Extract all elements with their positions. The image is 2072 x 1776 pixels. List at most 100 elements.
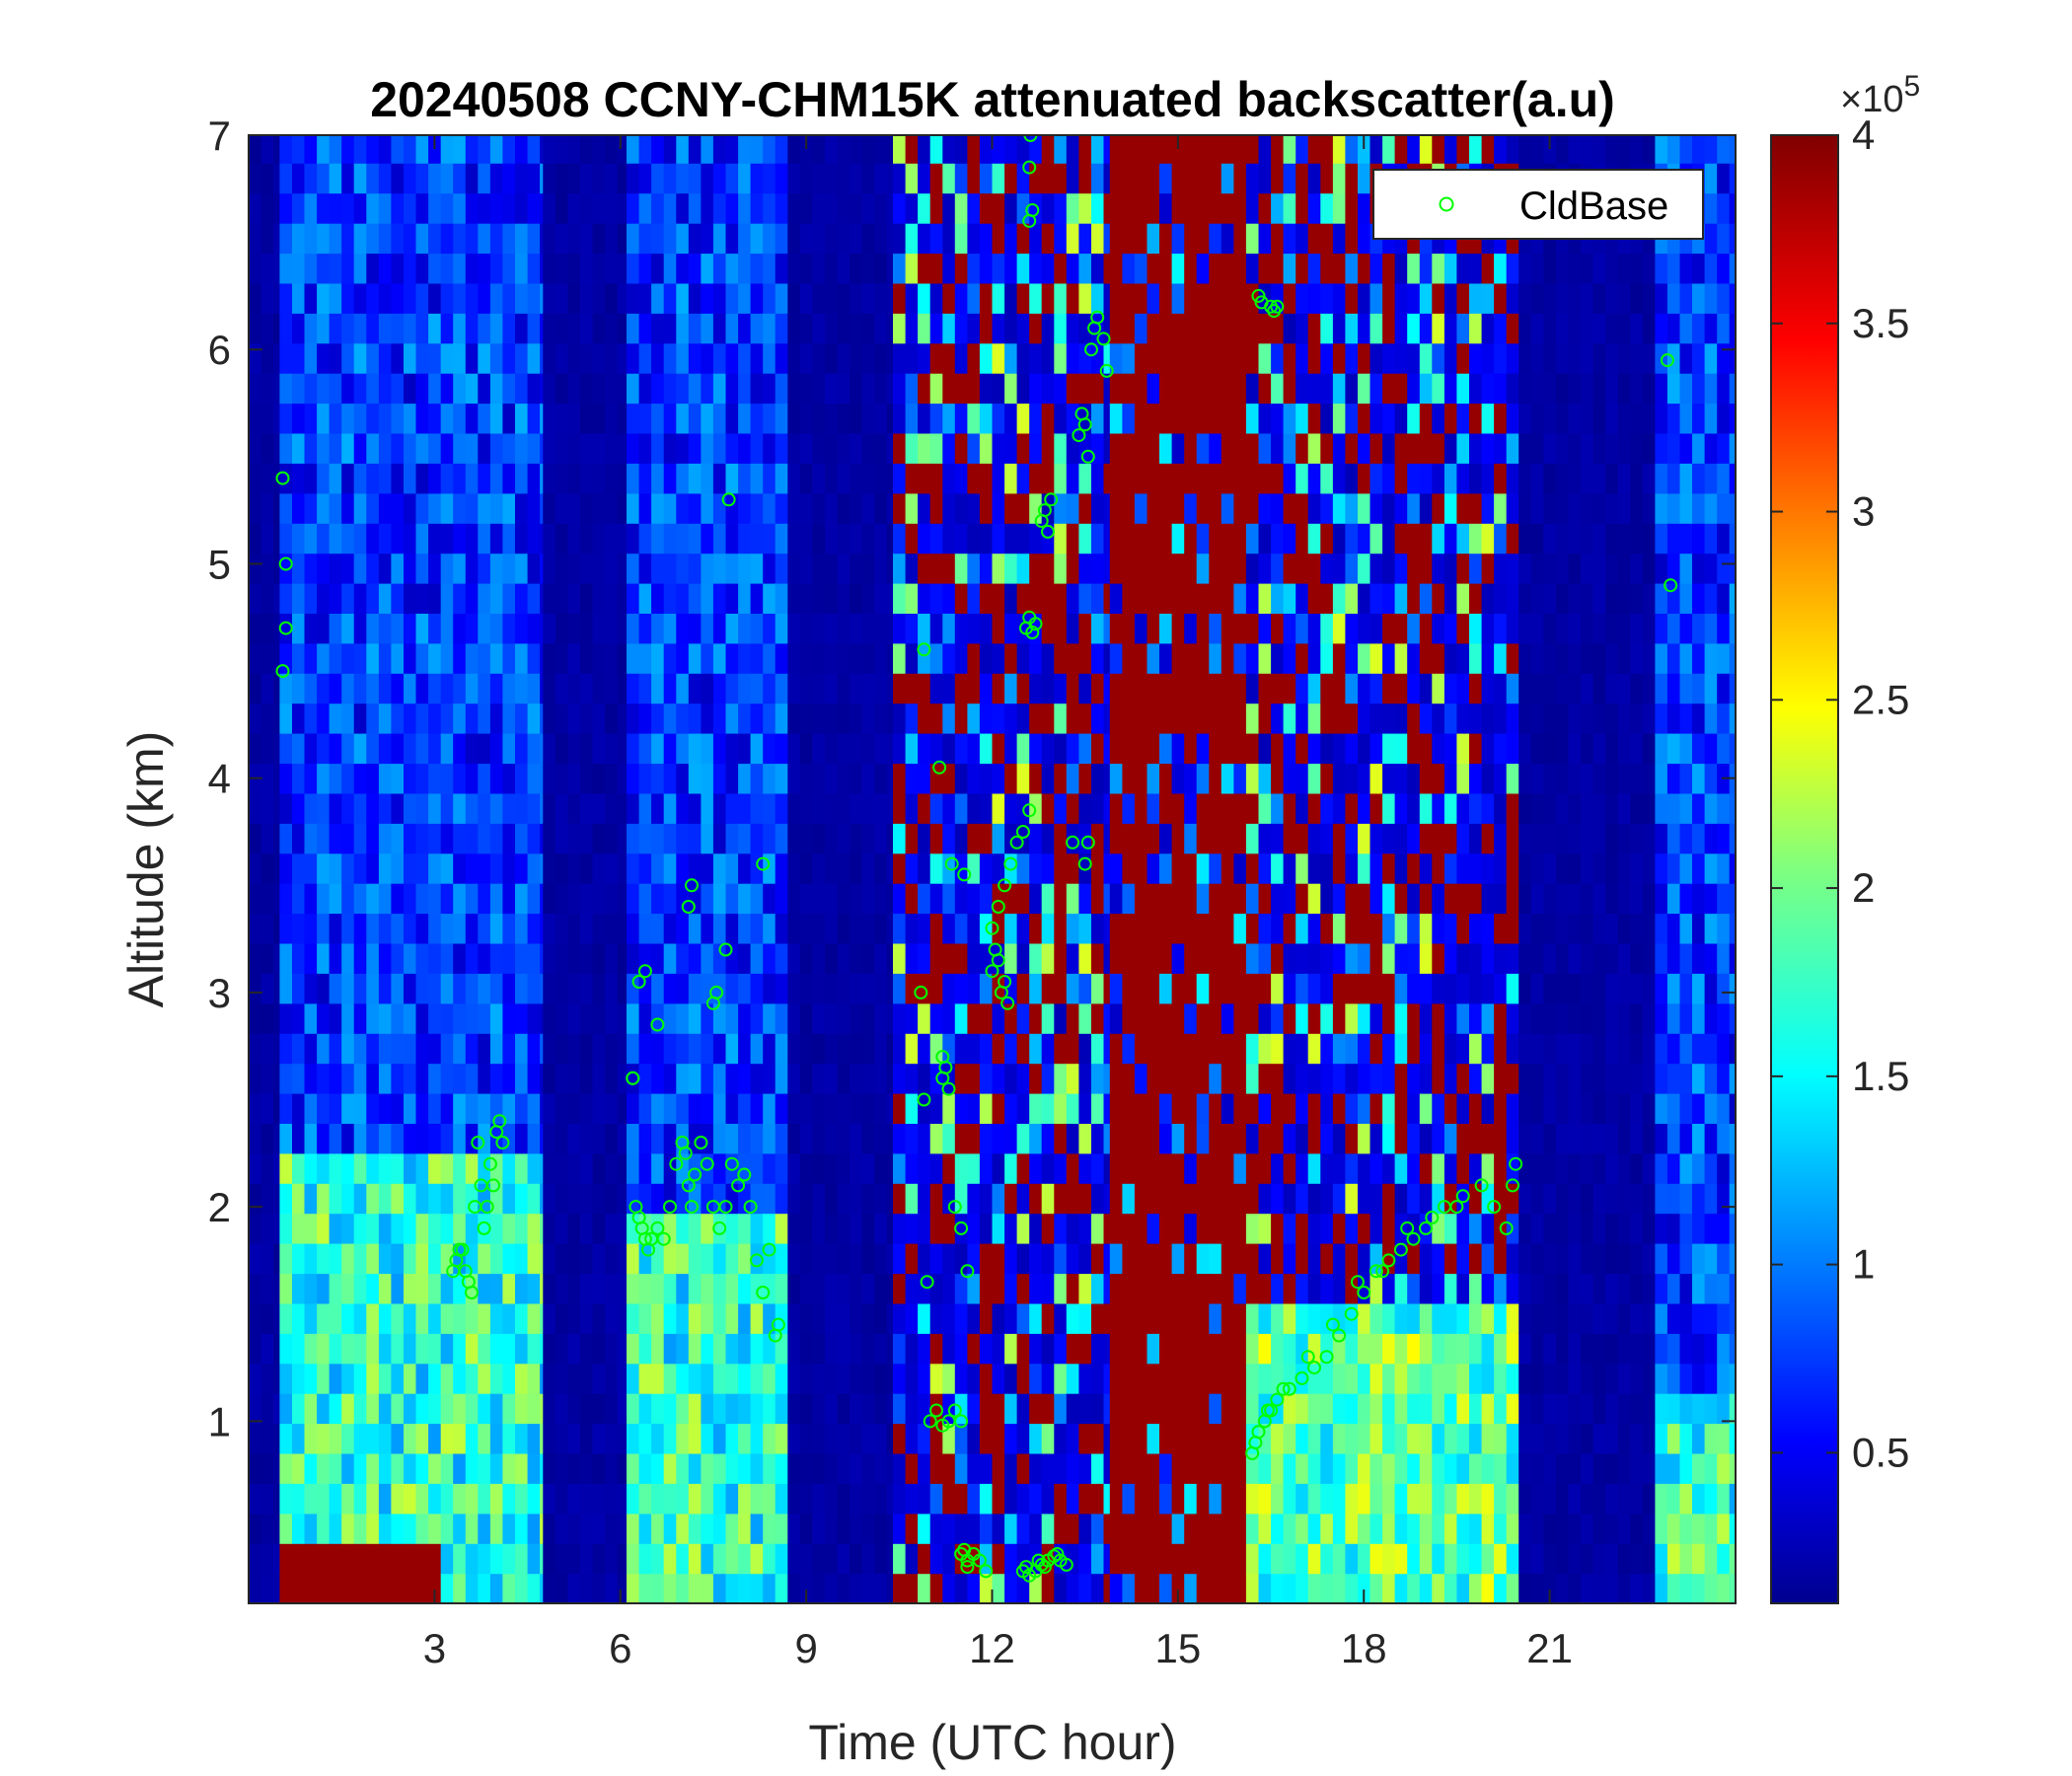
heatmap-cell: [1184, 1093, 1198, 1124]
heatmap-cell: [579, 673, 594, 704]
heatmap-cell: [874, 553, 888, 584]
heatmap-cell: [1419, 1063, 1433, 1094]
heatmap-cell: [874, 1543, 888, 1575]
heatmap-cell: [663, 253, 677, 284]
heatmap-cell: [366, 1002, 380, 1034]
heatmap-cell: [1221, 642, 1234, 674]
heatmap-cell: [676, 613, 690, 644]
heatmap-cell: [1394, 313, 1408, 344]
heatmap-cell: [605, 673, 619, 704]
heatmap-cell: [1016, 942, 1030, 974]
heatmap-cell: [787, 1302, 801, 1334]
heatmap-cell: [1196, 1033, 1210, 1065]
heatmap-cell: [428, 403, 442, 434]
heatmap-cell: [787, 1573, 801, 1603]
heatmap-cell: [1456, 373, 1470, 405]
heatmap-cell: [893, 223, 907, 255]
heatmap-cell: [1382, 583, 1396, 614]
heatmap-cell: [787, 1183, 801, 1215]
heatmap-cell: [1307, 1423, 1321, 1454]
heatmap-cell: [540, 823, 544, 854]
heatmap-cell: [1103, 1423, 1111, 1454]
heatmap-cell: [861, 492, 875, 524]
heatmap-cell: [341, 1033, 355, 1065]
heatmap-cell: [1147, 883, 1160, 915]
heatmap-cell: [676, 1513, 690, 1544]
heatmap-cell: [1233, 253, 1247, 284]
heatmap-cell: [825, 673, 839, 704]
heatmap-cell: [478, 253, 491, 284]
heatmap-cell: [874, 1033, 888, 1065]
heatmap-cell: [1196, 1002, 1210, 1034]
heatmap-cell: [1432, 1273, 1445, 1304]
heatmap-cell: [893, 1002, 907, 1034]
heatmap-cell: [478, 1152, 491, 1184]
heatmap-cell: [861, 1452, 875, 1484]
heatmap-cell: [478, 1513, 491, 1544]
heatmap-cell: [992, 1273, 1005, 1304]
heatmap-cell: [1004, 1452, 1018, 1484]
heatmap-cell: [515, 1183, 529, 1215]
heatmap-cell: [1407, 1093, 1421, 1124]
heatmap-cell: [1078, 1002, 1092, 1034]
heatmap-cell: [1320, 1573, 1334, 1603]
heatmap-cell: [592, 913, 606, 944]
heatmap-cell: [1407, 1123, 1421, 1154]
heatmap-cell: [260, 1452, 274, 1484]
heatmap-cell: [1233, 1483, 1247, 1515]
heatmap-cell: [453, 1483, 467, 1515]
heatmap-cell: [967, 1033, 981, 1065]
heatmap-cell: [992, 492, 1005, 524]
heatmap-cell: [1271, 282, 1285, 314]
heatmap-cell: [1209, 523, 1222, 555]
heatmap-cell: [701, 883, 714, 915]
heatmap-cell: [701, 1483, 714, 1515]
heatmap-cell: [874, 1183, 888, 1215]
heatmap-cell: [1029, 432, 1043, 464]
heatmap-cell: [688, 913, 702, 944]
heatmap-cell: [567, 973, 581, 1004]
heatmap-cell: [979, 1273, 994, 1304]
heatmap-cell: [378, 1033, 393, 1065]
heatmap-cell: [763, 973, 777, 1004]
heatmap-cell: [787, 1423, 801, 1454]
heatmap-cell: [1283, 1363, 1296, 1394]
heatmap-cell: [1295, 1483, 1309, 1515]
heatmap-cell: [304, 823, 318, 854]
heatmap-cell: [1320, 373, 1334, 405]
heatmap-cell: [967, 1363, 981, 1394]
heatmap-cell: [453, 763, 467, 794]
heatmap-cell: [617, 792, 628, 824]
heatmap-cell: [1196, 1183, 1210, 1215]
heatmap-cell: [787, 1333, 801, 1365]
heatmap-cell: [1233, 1543, 1247, 1575]
heatmap-cell: [1283, 1093, 1296, 1124]
heatmap-cell: [515, 373, 529, 405]
heatmap-cell: [273, 342, 280, 374]
heatmap-cell: [627, 613, 640, 644]
heatmap-cell: [1122, 763, 1136, 794]
heatmap-cell: [543, 1513, 556, 1544]
heatmap-cell: [918, 1452, 931, 1484]
heatmap-cell: [378, 403, 393, 434]
heatmap-cell: [837, 553, 851, 584]
heatmap-cell: [850, 313, 863, 344]
heatmap-cell: [540, 1423, 544, 1454]
heatmap-cell: [1456, 1423, 1470, 1454]
heatmap-cell: [1432, 1033, 1445, 1065]
heatmap-cell: [712, 492, 727, 524]
heatmap-cell: [1271, 913, 1285, 944]
heatmap-cell: [1382, 463, 1396, 494]
heatmap-cell: [1432, 253, 1445, 284]
heatmap-cell: [279, 913, 293, 944]
heatmap-cell: [543, 1543, 556, 1575]
heatmap-cell: [273, 852, 280, 884]
heatmap-cell: [886, 253, 894, 284]
heatmap-cell: [1320, 1273, 1334, 1304]
heatmap-cell: [1307, 342, 1321, 374]
heatmap-cell: [1332, 1183, 1347, 1215]
heatmap-cell: [502, 282, 516, 314]
heatmap-cell: [415, 135, 429, 164]
heatmap-cell: [260, 942, 274, 974]
heatmap-cell: [304, 852, 318, 884]
